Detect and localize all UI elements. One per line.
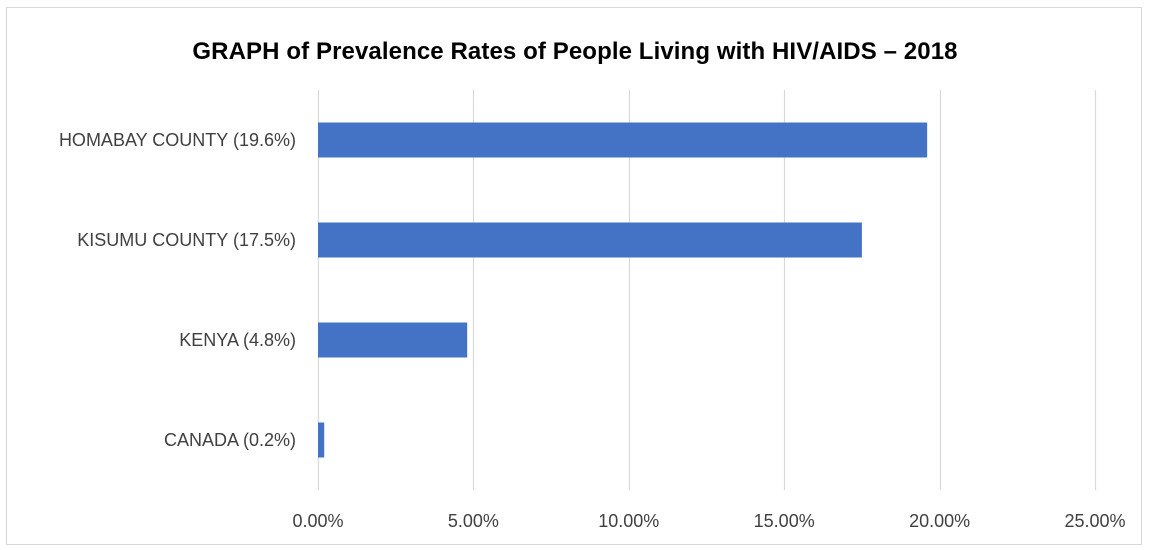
category-label: CANADA (0.2%) [164,430,296,450]
bar [318,322,468,358]
x-tick-label: 0.00% [292,511,343,531]
x-tick-label: 15.00% [754,511,815,531]
x-tick-label: 10.00% [598,511,659,531]
category-labels: HOMABAY COUNTY (19.6%) KISUMU COUNTY (17.… [59,130,296,450]
chart-frame [6,7,1142,545]
bars [318,122,928,458]
x-tick-label: 20.00% [909,511,970,531]
category-label: HOMABAY COUNTY (19.6%) [59,130,296,150]
category-label: KISUMU COUNTY (17.5%) [77,230,296,250]
x-tick-label: 5.00% [448,511,499,531]
chart-title: GRAPH of Prevalence Rates of People Livi… [192,38,958,65]
bar [318,422,325,458]
bar [318,222,862,258]
bar [318,122,928,158]
x-tick-labels: 0.00% 5.00% 10.00% 15.00% 20.00% 25.00% [292,511,1125,531]
x-tick-label: 25.00% [1064,511,1125,531]
category-label: KENYA (4.8%) [179,330,296,350]
